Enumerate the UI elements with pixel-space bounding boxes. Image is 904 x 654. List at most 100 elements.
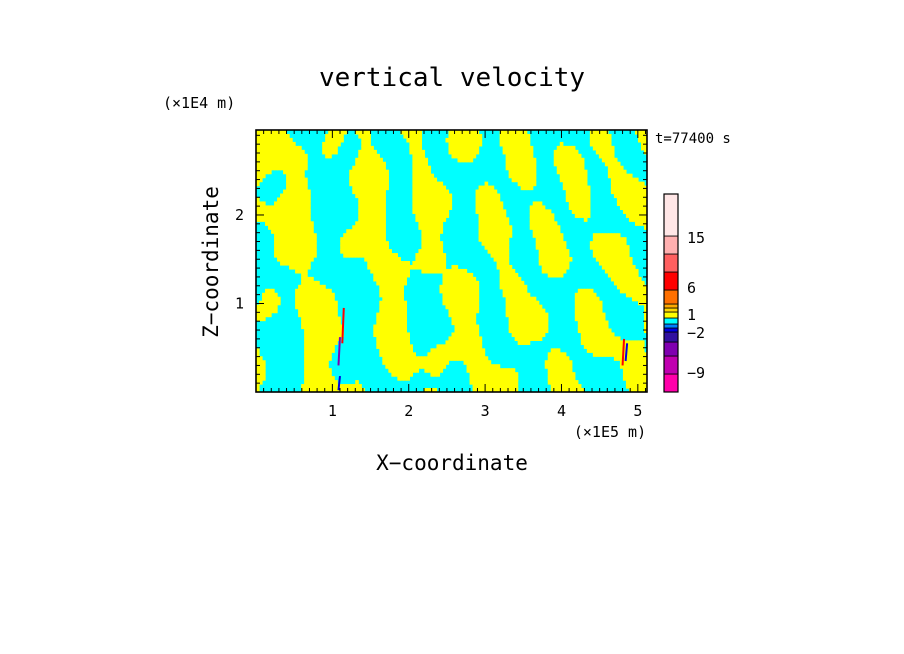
field-cell — [262, 149, 266, 155]
field-cell — [523, 300, 528, 306]
field-cell — [301, 189, 305, 195]
field-cell — [607, 153, 612, 159]
field-cell — [523, 340, 528, 345]
field-cell — [589, 141, 594, 147]
field-cell — [352, 173, 356, 179]
field-cell — [322, 388, 326, 392]
field-cell — [457, 324, 462, 330]
field-cell — [307, 356, 311, 361]
field-cell — [310, 384, 314, 389]
field-cell — [619, 241, 624, 246]
field-cell — [517, 336, 522, 341]
field-cell — [421, 209, 426, 214]
field-cell — [619, 185, 624, 191]
field-cell — [472, 332, 477, 338]
field-cell — [574, 169, 579, 175]
field-cell — [367, 157, 371, 163]
field-cell — [328, 332, 332, 338]
field-cell — [529, 300, 534, 306]
field-cell — [478, 217, 483, 222]
field-cell — [277, 213, 281, 218]
field-cell — [556, 388, 561, 392]
field-cell — [580, 161, 585, 167]
field-cell — [442, 272, 447, 278]
field-cell — [541, 268, 546, 274]
field-cell — [424, 205, 429, 210]
field-cell — [472, 328, 477, 334]
field-cell — [298, 197, 302, 203]
field-cell — [598, 332, 603, 338]
field-cell — [352, 237, 356, 242]
field-cell — [358, 209, 362, 214]
field-cell — [562, 177, 567, 183]
field-cell — [472, 364, 477, 369]
field-cell — [469, 336, 474, 341]
field-cell — [469, 153, 474, 159]
field-cell — [319, 336, 323, 341]
field-cell — [628, 276, 633, 282]
field-cell — [553, 157, 558, 163]
field-cell — [379, 173, 383, 179]
field-cell — [487, 360, 492, 365]
field-cell — [634, 352, 639, 357]
field-cell — [460, 296, 465, 302]
field-cell — [484, 213, 489, 218]
field-cell — [385, 276, 389, 282]
field-cell — [529, 157, 534, 163]
field-cell — [289, 233, 293, 238]
field-cell — [601, 249, 606, 254]
field-cell — [553, 225, 558, 230]
field-cell — [544, 241, 549, 246]
field-cell — [526, 296, 531, 302]
field-cell — [310, 352, 314, 357]
field-cell — [304, 201, 308, 207]
field-cell — [427, 225, 432, 230]
field-cell — [526, 316, 531, 322]
field-cell — [637, 288, 642, 294]
field-cell — [262, 300, 266, 306]
field-cell — [379, 300, 383, 306]
field-cell — [550, 384, 555, 389]
field-cell — [388, 264, 392, 270]
field-cell — [625, 264, 630, 270]
field-cell — [322, 304, 326, 310]
field-cell — [502, 249, 507, 254]
field-cell — [547, 241, 552, 246]
field-cell — [433, 249, 438, 254]
field-cell — [280, 201, 284, 207]
field-cell — [325, 288, 329, 294]
field-cell — [397, 280, 401, 286]
field-cell — [379, 189, 383, 195]
field-cell — [628, 372, 633, 377]
field-cell — [526, 145, 531, 151]
field-cell — [526, 169, 531, 175]
field-cell — [313, 245, 317, 250]
field-cell — [415, 141, 420, 147]
field-cell — [463, 332, 468, 338]
field-cell — [424, 169, 429, 175]
field-cell — [565, 264, 570, 270]
field-cell — [274, 253, 278, 258]
field-cell — [460, 336, 465, 341]
field-cell — [352, 185, 356, 191]
field-cell — [298, 213, 302, 218]
field-cell — [265, 141, 269, 147]
field-cell — [331, 348, 335, 353]
field-cell — [475, 296, 480, 302]
field-cell — [436, 201, 441, 207]
field-cell — [403, 304, 407, 310]
field-cell — [475, 380, 480, 385]
field-cell — [358, 229, 362, 234]
field-cell — [454, 328, 459, 334]
field-cell — [430, 233, 435, 238]
field-cell — [568, 185, 573, 191]
field-cell — [382, 249, 386, 254]
field-cell — [508, 312, 513, 318]
field-cell — [394, 300, 398, 306]
field-cell — [361, 241, 365, 246]
field-cell — [364, 209, 368, 214]
field-cell — [397, 352, 401, 357]
field-cell — [331, 320, 335, 326]
field-cell — [415, 153, 420, 159]
